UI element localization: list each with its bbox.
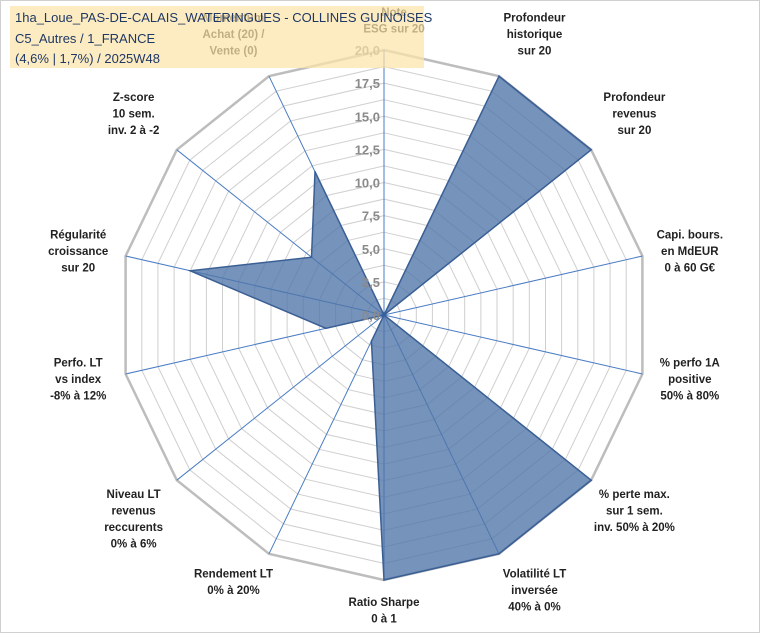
data-point (314, 170, 316, 173)
tick-label: 10,0 (355, 176, 380, 191)
tick-label: 5,0 (362, 242, 380, 257)
chart-title-line1: 1ha_Loue_PAS-DE-CALAIS_WATERINGUES - COL… (15, 10, 433, 25)
axis-spoke (383, 314, 643, 375)
tick-label: 7,5 (362, 209, 380, 224)
tick-label: 12,5 (355, 142, 380, 157)
axis-spoke (383, 255, 643, 316)
axis-spoke (268, 314, 385, 555)
tick-label: 15,0 (355, 109, 380, 124)
tick-label: 2,5 (362, 275, 380, 290)
chart-title-line2: C5_Autres / 1_FRANCE (15, 31, 156, 46)
data-point (498, 75, 500, 77)
data-point (370, 340, 373, 343)
axis-label: Z-score 10 sem. inv. 2 à -2 (108, 92, 160, 137)
axis-label: Profondeur historique sur 20 (504, 12, 566, 57)
data-point (498, 553, 500, 555)
series-polygon (187, 75, 593, 581)
axis-label: Capi. bours. en MdEUR 0 à 60 G€ (657, 230, 723, 275)
chart-title-line3: (4,6% | 1,7%) / 2025W48 (15, 51, 161, 66)
chart-title-box (10, 6, 424, 68)
axis-label: Rendement LT 0% à 20% (194, 569, 273, 598)
axis-label: % perfo 1A positive 50% à 80% (660, 357, 720, 402)
axis-label: % perte max. sur 1 sem. inv. 50% à 20% (594, 489, 675, 534)
axis-label: Régularité croissance sur 20 (48, 230, 108, 275)
data-point (189, 270, 191, 272)
data-point (383, 314, 385, 316)
data-point (325, 327, 327, 330)
data-point (590, 149, 592, 151)
data-point (310, 256, 313, 259)
axis-label: Perfo. LT vs index -8% à 12% (50, 357, 106, 402)
series-area (187, 75, 593, 581)
tick-label: 0,0 (362, 308, 380, 323)
data-point (590, 479, 592, 482)
axis-spoke (176, 314, 385, 481)
axis-label: Ratio Sharpe 0 à 1 (349, 597, 420, 626)
axis-label: Volatilité LT inversée 40% à 0% (503, 569, 566, 614)
axis-label: Profondeur revenus sur 20 (603, 92, 665, 137)
axis-label: Niveau LT revenus reccurents 0% à 6% (104, 489, 163, 551)
tick-label: 17,5 (355, 76, 380, 91)
data-point (383, 579, 385, 581)
